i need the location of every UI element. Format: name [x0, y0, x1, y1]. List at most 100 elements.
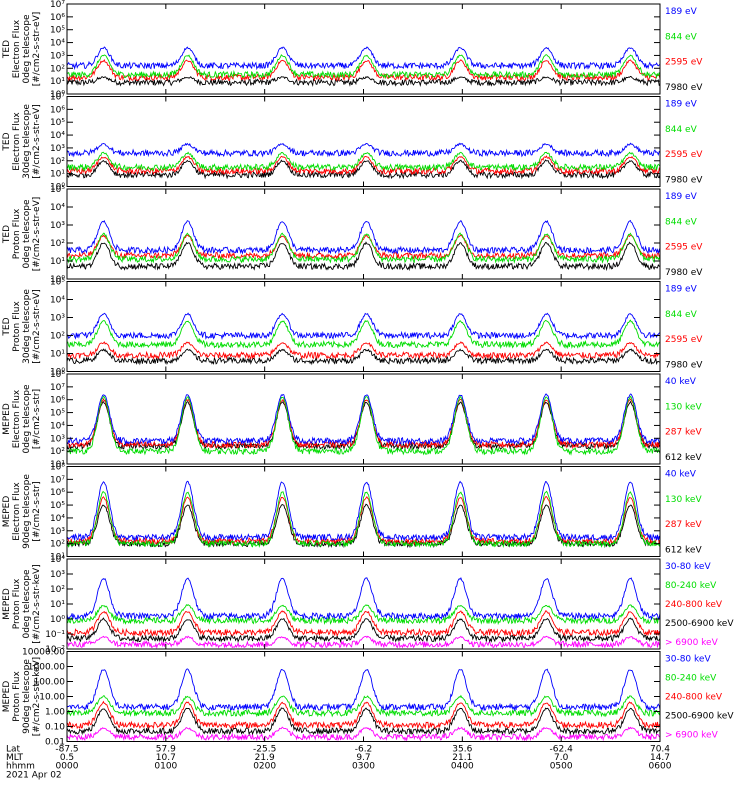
y-axis-label: TED Proton Flux 30deg telescope [#/cm2-s-st… [2, 289, 42, 364]
y-axis-label-line: 90deg telescope [22, 659, 32, 734]
series-line-3 [66, 395, 661, 456]
x-tick-label-mlt: 14.7 [650, 753, 670, 763]
y-tick-label: 10⁴ [50, 421, 65, 431]
series-line-4 [66, 480, 661, 542]
y-tick-label: 10³ [50, 434, 65, 444]
y-tick-label: 1000.00 [28, 663, 65, 673]
y-tick-label: 10¹ [50, 77, 65, 87]
legend-entry: 2500-6900 keV [665, 712, 734, 722]
series-line-2 [66, 617, 661, 644]
y-tick-label: 10³ [50, 221, 65, 231]
y-axis-label-line: TED [2, 132, 12, 151]
y-tick-label: 0.01 [45, 738, 65, 748]
y-tick-label: 10⁵ [50, 118, 65, 128]
y-axis-label: TED Electron Flux 30deg telescope [#/cm2-s-… [2, 104, 42, 179]
y-tick-label: 1.00 [45, 708, 65, 718]
y-axis-label: MEPED Proton Flux 0deg telescope [#/cm2-s-s… [2, 564, 42, 643]
y-axis-label-line: Electron Flux [12, 112, 22, 171]
y-tick-label: 10⁷ [50, 93, 65, 103]
y-tick-label: 10⁷ [50, 0, 65, 10]
series-line-3 [66, 319, 661, 350]
y-tick-label: 10⁴ [50, 203, 65, 213]
y-tick-label: 10⁷ [50, 475, 65, 485]
legend-entry: 189 eV [665, 285, 698, 295]
series-line-2 [66, 155, 661, 176]
legend-entry: 844 eV [665, 125, 698, 135]
x-tick-label-hhmm: 0500 [550, 762, 573, 772]
x-tick-label-hhmm: 0100 [154, 762, 177, 772]
y-axis-label-line: 90deg telescope [22, 474, 32, 549]
legend-entry: 80-240 keV [665, 674, 717, 684]
y-axis-label-line: 30deg telescope [22, 104, 32, 179]
legend-entry: 189 eV [665, 7, 698, 17]
legend-entry: 2595 eV [665, 335, 703, 345]
series-line-4 [66, 393, 661, 446]
y-axis-label: TED Proton Flux 0deg telescope [#/cm2-s-str… [2, 197, 42, 272]
y-axis-label-line: [#/cm2-s-str-eV] [32, 12, 42, 87]
y-axis-label-line: [#/cm2-s-str-eV] [32, 197, 42, 272]
legend-entry: 844 eV [665, 310, 698, 320]
y-tick-label: 10⁷ [50, 383, 65, 393]
y-tick-label: 10⁴ [50, 131, 65, 141]
y-axis-label-line: TED [2, 317, 12, 336]
legend-entry: > 6900 keV [665, 731, 719, 741]
y-axis-label-line: Proton Flux [12, 301, 22, 352]
y-tick-label: 10² [50, 585, 65, 595]
panel-2: 10⁰ 10¹ 10² 10³ 10⁴ 10⁵ 10⁶ 10⁷ TED Electron Flux… [2, 93, 703, 193]
series-line-1 [66, 241, 661, 272]
x-tick-label-mlt: 0.5 [60, 753, 74, 763]
legend-entry: 612 keV [665, 546, 702, 556]
y-axis-label-line: Electron Flux [12, 482, 22, 541]
y-tick-label: 10⁰ [50, 368, 65, 378]
x-tick-label-lat: -6.2 [355, 745, 373, 755]
y-axis-label-line: TED [2, 225, 12, 244]
y-tick-label: 10⁸ [50, 370, 65, 380]
y-axis-label-line: Proton Flux [12, 208, 22, 259]
y-axis-label-line: 30deg telescope [22, 289, 32, 364]
y-tick-label: 10⁰ [50, 275, 65, 285]
x-axis-row-label: Lat [6, 745, 21, 755]
x-tick-label-mlt: 21.1 [452, 753, 472, 763]
y-axis-label-line: Proton Flux [12, 578, 22, 629]
legend-entry: 80-240 keV [665, 581, 717, 591]
y-axis-label: MEPED Electron Flux 90deg telescope [#/cm2-… [2, 474, 42, 549]
x-tick-label-hhmm: 0300 [352, 762, 375, 772]
legend-entry: 189 eV [665, 100, 698, 110]
x-tick-label-hhmm: 0200 [253, 762, 276, 772]
y-axis-label-line: [#/cm2-s-str] [32, 481, 42, 541]
series-line-3 [66, 700, 661, 730]
panel-6: 10¹ 10² 10³ 10⁴ 10⁵ 10⁶ 10⁷ 10⁸ MEPED Electron Fl… [2, 463, 702, 563]
y-tick-label: 10³ [50, 51, 65, 61]
y-tick-label: 10⁴ [50, 555, 65, 565]
y-axis-label: MEPED Electron Flux 0deg telescope [#/cm2-s… [2, 384, 42, 454]
legend-entry: 40 keV [665, 377, 697, 387]
series-line-1 [66, 159, 661, 180]
x-tick-label-hhmm: 0600 [649, 762, 672, 772]
series-line-1 [66, 75, 661, 88]
legend-entry: 7980 eV [665, 176, 703, 186]
y-axis-label-line: TED [2, 40, 12, 59]
y-tick-label: 10¹ [50, 170, 65, 180]
y-axis-label-line: 0deg telescope [22, 199, 32, 269]
y-tick-label: 10¹ [50, 553, 65, 563]
y-tick-label: 10⁶ [50, 396, 65, 406]
series-line-4 [66, 219, 661, 255]
series-line-2 [66, 341, 661, 360]
series-line-2 [66, 707, 661, 736]
y-axis-label-line: 0deg telescope [22, 14, 32, 84]
y-tick-label: 10³ [50, 144, 65, 154]
series-line-3 [66, 490, 661, 549]
series-line-3 [66, 54, 661, 80]
y-axis-label-line: [#/cm2-s-str] [32, 389, 42, 449]
panel-frame [66, 373, 661, 465]
y-tick-label: 10⁵ [50, 185, 65, 195]
y-axis-label-line: [#/cm2-s-str-eV] [32, 104, 42, 179]
legend-entry: 612 keV [665, 453, 702, 463]
legend-entry: 2595 eV [665, 58, 703, 68]
y-tick-label: 10² [50, 239, 65, 249]
x-tick-label-mlt: 7.0 [554, 753, 569, 763]
y-tick-label: 10⁰ [50, 90, 65, 100]
y-tick-label: 10⁵ [50, 278, 65, 288]
y-axis-label-line: MEPED [2, 403, 12, 435]
panel-7: 10⁻² 10⁻¹ 10⁰ 10¹ 10² 10³ 10⁴ MEPED Proton Flux 0… [2, 555, 734, 655]
